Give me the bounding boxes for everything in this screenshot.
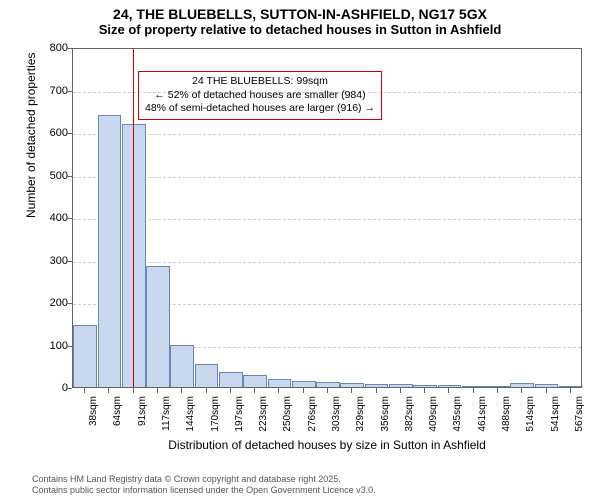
bar	[195, 364, 219, 387]
x-tick-mark	[400, 388, 401, 393]
x-tick-mark	[448, 388, 449, 393]
bar	[486, 386, 510, 387]
y-tick-label: 700	[42, 85, 68, 97]
x-tick-mark	[424, 388, 425, 393]
property-marker-line	[133, 49, 134, 387]
x-tick-mark	[497, 388, 498, 393]
y-tick-label: 800	[42, 42, 68, 54]
bar	[559, 386, 583, 387]
bar	[170, 345, 194, 388]
x-tick-label: 488sqm	[501, 396, 512, 440]
y-tick-label: 400	[42, 212, 68, 224]
x-tick-mark	[376, 388, 377, 393]
x-tick-label: 276sqm	[307, 396, 318, 440]
x-tick-label: 64sqm	[112, 396, 123, 440]
x-tick-label: 223sqm	[258, 396, 269, 440]
y-tick-label: 500	[42, 170, 68, 182]
title-main: 24, THE BLUEBELLS, SUTTON-IN-ASHFIELD, N…	[0, 6, 600, 22]
bar	[268, 379, 292, 387]
bar	[535, 384, 559, 387]
bar	[243, 375, 267, 387]
x-tick-label: 461sqm	[477, 396, 488, 440]
attribution-line-1: Contains HM Land Registry data © Crown c…	[32, 474, 376, 485]
y-axis-label: Number of detached properties	[24, 53, 38, 218]
x-tick-mark	[133, 388, 134, 393]
bar	[389, 384, 413, 387]
x-tick-label: 409sqm	[428, 396, 439, 440]
y-tick-label: 200	[42, 297, 68, 309]
x-tick-mark	[570, 388, 571, 393]
bar	[73, 325, 97, 387]
bar	[365, 384, 389, 387]
bar	[510, 383, 534, 387]
x-tick-mark	[473, 388, 474, 393]
attribution-line-2: Contains public sector information licen…	[32, 485, 376, 496]
plot-area: 24 THE BLUEBELLS: 99sqm ← 52% of detache…	[72, 48, 582, 388]
title-block: 24, THE BLUEBELLS, SUTTON-IN-ASHFIELD, N…	[0, 0, 600, 37]
bar	[292, 381, 316, 387]
x-tick-label: 91sqm	[137, 396, 148, 440]
x-tick-mark	[181, 388, 182, 393]
x-tick-label: 567sqm	[574, 396, 585, 440]
x-tick-mark	[351, 388, 352, 393]
x-tick-mark	[327, 388, 328, 393]
x-tick-mark	[206, 388, 207, 393]
attribution: Contains HM Land Registry data © Crown c…	[32, 474, 376, 497]
x-tick-label: 170sqm	[210, 396, 221, 440]
annotation-line-1: 24 THE BLUEBELLS: 99sqm	[145, 75, 375, 89]
bar	[146, 266, 170, 387]
x-tick-label: 356sqm	[380, 396, 391, 440]
x-tick-mark	[521, 388, 522, 393]
y-tick-label: 100	[42, 340, 68, 352]
x-tick-label: 197sqm	[234, 396, 245, 440]
chart: Number of detached properties 0100200300…	[42, 48, 582, 426]
x-tick-mark	[278, 388, 279, 393]
y-tick-label: 300	[42, 255, 68, 267]
x-tick-mark	[157, 388, 158, 393]
x-tick-mark	[546, 388, 547, 393]
x-tick-mark	[84, 388, 85, 393]
annotation-box: 24 THE BLUEBELLS: 99sqm ← 52% of detache…	[138, 71, 382, 120]
bar	[462, 386, 486, 387]
bar	[219, 372, 243, 387]
x-tick-mark	[108, 388, 109, 393]
x-tick-label: 435sqm	[452, 396, 463, 440]
x-ticks: 38sqm 64sqm 91sqm 117sqm 144sqm 170sqm 197sqm 2…	[72, 388, 582, 444]
x-axis-label: Distribution of detached houses by size …	[72, 438, 582, 452]
x-tick-label: 38sqm	[88, 396, 99, 440]
annotation-line-3: 48% of semi-detached houses are larger (…	[145, 102, 375, 116]
title-sub: Size of property relative to detached ho…	[0, 22, 600, 37]
bar	[438, 385, 462, 387]
x-tick-label: 117sqm	[161, 396, 172, 440]
x-tick-mark	[230, 388, 231, 393]
bar	[316, 382, 340, 387]
bar	[340, 383, 364, 387]
x-tick-label: 144sqm	[185, 396, 196, 440]
y-tick-label: 0	[42, 382, 68, 394]
x-tick-mark	[303, 388, 304, 393]
x-tick-label: 329sqm	[355, 396, 366, 440]
x-tick-label: 250sqm	[282, 396, 293, 440]
x-tick-label: 303sqm	[331, 396, 342, 440]
x-tick-mark	[254, 388, 255, 393]
bar	[413, 385, 437, 387]
y-tick-label: 600	[42, 127, 68, 139]
x-tick-label: 382sqm	[404, 396, 415, 440]
bar	[98, 115, 122, 387]
x-tick-label: 514sqm	[525, 396, 536, 440]
annotation-line-2: ← 52% of detached houses are smaller (98…	[145, 89, 375, 103]
x-tick-label: 541sqm	[550, 396, 561, 440]
